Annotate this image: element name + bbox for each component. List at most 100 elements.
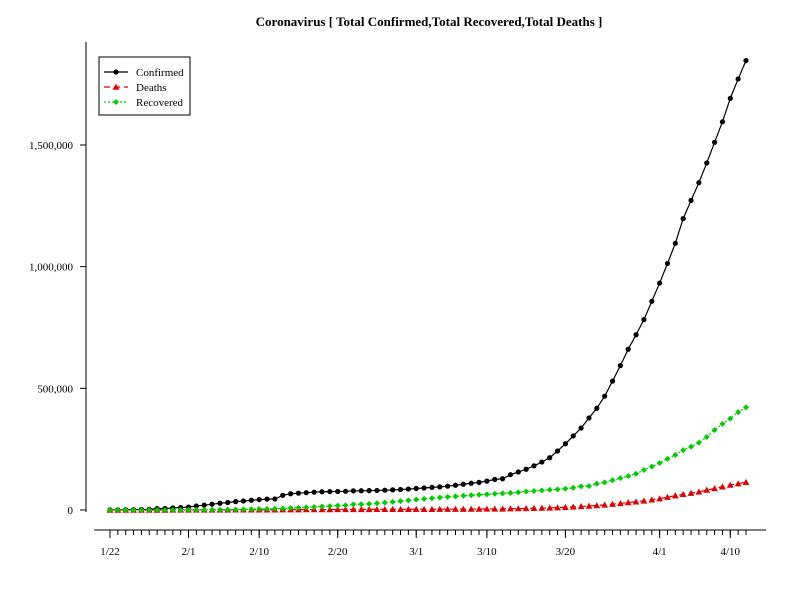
data-point-recovered: [366, 500, 373, 507]
data-point-deaths: [420, 505, 428, 512]
data-point-recovered: [185, 506, 192, 513]
data-point-recovered: [531, 487, 537, 494]
legend-label-recovered: Recovered: [136, 97, 184, 109]
data-point-confirmed: [295, 490, 302, 496]
data-point-recovered: [169, 506, 176, 513]
data-point-deaths: [483, 505, 491, 512]
data-point-deaths: [530, 504, 538, 511]
data-point-recovered: [177, 506, 184, 513]
data-point-recovered: [405, 497, 412, 504]
data-point-recovered: [554, 486, 561, 493]
data-point-deaths: [491, 505, 499, 512]
ticks-layer: 1/22 2/1 2/10 2/20 3/1 3/10 3/20 4/1 4/10 0 500,00…: [29, 140, 747, 558]
data-point-recovered: [130, 506, 137, 513]
data-point-confirmed: [609, 378, 616, 384]
data-point-confirmed: [547, 455, 553, 461]
data-point-recovered: [719, 420, 726, 427]
data-point-recovered: [727, 415, 734, 422]
data-point-recovered: [743, 404, 749, 411]
data-point-recovered: [617, 475, 624, 482]
data-point-deaths: [412, 505, 420, 512]
data-point-deaths: [577, 503, 585, 510]
data-point-deaths: [404, 505, 412, 513]
data-point-deaths: [381, 505, 389, 513]
data-point-confirmed: [492, 476, 498, 482]
data-point-recovered: [381, 499, 388, 506]
data-point-recovered: [201, 506, 208, 513]
data-point-confirmed: [727, 95, 733, 101]
data-point-recovered: [154, 506, 161, 513]
y-tick-label: 1,500,000: [29, 140, 74, 152]
data-point-recovered: [452, 493, 459, 500]
data-point-confirmed: [539, 459, 545, 465]
data-point-recovered: [491, 490, 498, 497]
data-point-recovered: [640, 466, 647, 473]
legend-marker-confirmed: [113, 69, 119, 75]
data-point-recovered: [648, 463, 655, 470]
data-point-confirmed: [460, 481, 466, 487]
x-tick-label: 2/20: [328, 546, 348, 558]
data-point-recovered: [444, 493, 451, 500]
data-point-confirmed: [719, 119, 726, 125]
data-point-recovered: [342, 502, 349, 509]
data-point-deaths: [671, 492, 679, 499]
data-point-recovered: [562, 485, 569, 492]
data-point-confirmed: [437, 484, 443, 490]
data-point-deaths: [475, 505, 483, 512]
data-point-confirmed: [413, 485, 419, 492]
data-point-confirmed: [209, 501, 215, 507]
data-point-recovered: [460, 492, 467, 499]
series-line-recovered: [110, 406, 747, 511]
data-point-confirmed: [193, 503, 199, 509]
series-recovered: [107, 404, 749, 513]
data-point-confirmed: [507, 472, 514, 478]
data-point-recovered: [146, 506, 153, 513]
legend-marker-recovered: [113, 99, 119, 105]
data-point-recovered: [295, 504, 302, 511]
data-point-deaths: [507, 505, 514, 512]
x-tick-label: 3/10: [477, 546, 497, 558]
data-point-confirmed: [201, 502, 207, 508]
data-point-deaths: [679, 490, 687, 497]
data-point-deaths: [742, 478, 750, 485]
data-point-confirmed: [280, 492, 286, 498]
data-point-recovered: [209, 506, 216, 513]
data-point-recovered: [216, 506, 223, 513]
x-tick-label: 2/1: [181, 546, 195, 558]
data-point-recovered: [593, 480, 600, 487]
data-point-confirmed: [429, 484, 435, 491]
data-point-deaths: [350, 506, 357, 513]
x-tick-label: 2/10: [249, 546, 269, 558]
data-point-recovered: [319, 503, 325, 510]
y-tick-label: 1,000,000: [29, 262, 74, 274]
data-point-confirmed: [468, 480, 474, 486]
series-line-confirmed: [109, 60, 747, 511]
data-point-recovered: [224, 506, 231, 513]
data-point-deaths: [397, 505, 404, 513]
series-line-deaths: [110, 481, 747, 511]
data-point-recovered: [672, 452, 679, 459]
data-point-recovered: [397, 498, 404, 505]
data-point-confirmed: [248, 497, 254, 503]
data-point-confirmed: [562, 441, 569, 447]
data-point-deaths: [326, 506, 334, 513]
data-point-confirmed: [704, 160, 710, 166]
data-point-deaths: [632, 498, 640, 505]
data-point-confirmed: [382, 487, 388, 493]
data-point-confirmed: [374, 487, 380, 494]
data-point-recovered: [311, 503, 318, 510]
data-point-recovered: [107, 506, 113, 513]
data-point-confirmed: [405, 486, 411, 492]
data-point-recovered: [664, 455, 671, 462]
data-point-deaths: [389, 505, 397, 513]
data-point-deaths: [428, 505, 436, 512]
data-point-recovered: [515, 489, 522, 496]
data-point-confirmed: [272, 496, 278, 502]
data-point-deaths: [514, 505, 522, 512]
data-point-deaths: [444, 505, 452, 512]
x-tick-label: 4/10: [721, 546, 741, 558]
data-point-recovered: [523, 488, 530, 495]
data-point-deaths: [554, 504, 561, 511]
data-point-recovered: [193, 506, 200, 513]
